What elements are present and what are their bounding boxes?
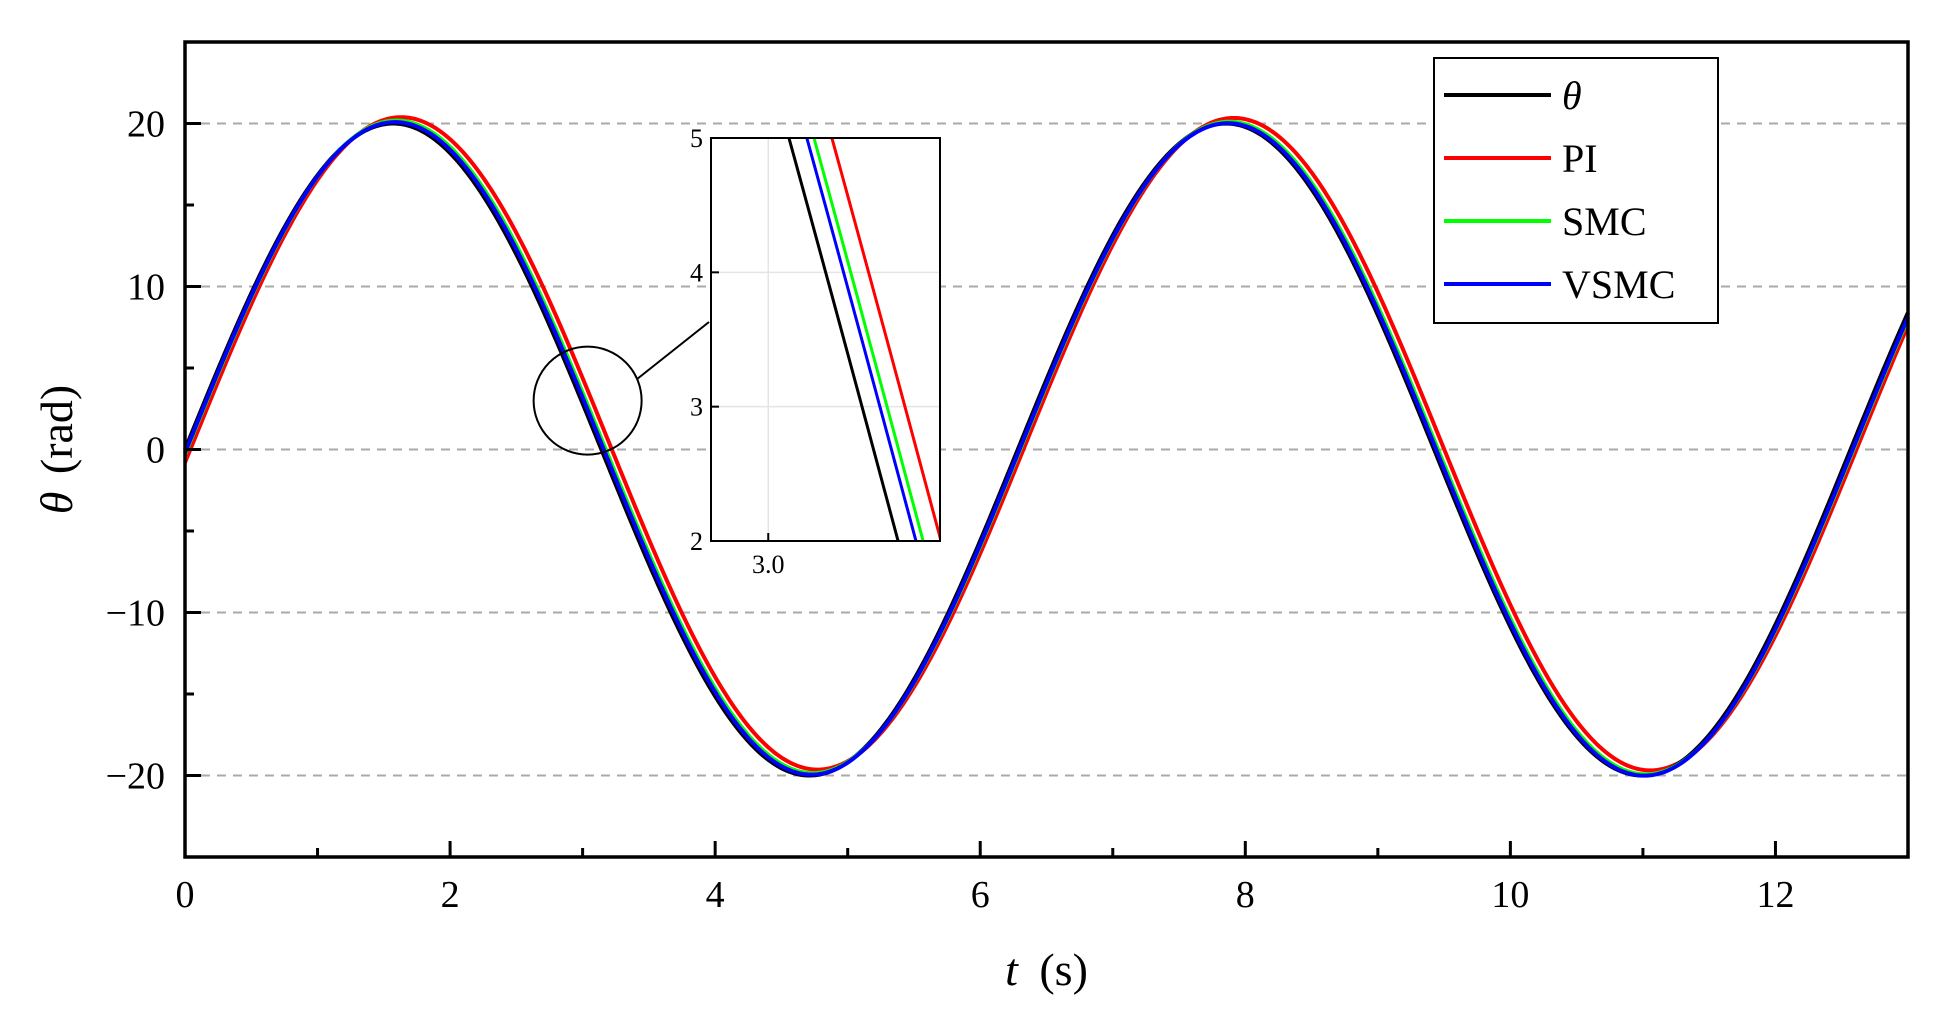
x-axis-unit: (s) bbox=[1039, 944, 1088, 995]
y-axis-label: θ (rad) bbox=[31, 385, 82, 514]
zoom-indicator bbox=[532, 321, 710, 456]
x-tick-label: 2 bbox=[441, 874, 460, 916]
inset-series bbox=[787, 138, 940, 541]
x-axis-label: t (s) bbox=[1005, 944, 1088, 995]
x-tick-label: 4 bbox=[706, 874, 725, 916]
inset-zoom-chart: 3.0 2 3 4 5 bbox=[690, 124, 941, 579]
y-axis-unit: (rad) bbox=[31, 385, 82, 474]
inset-frame bbox=[710, 137, 941, 542]
y-tick-label: 10 bbox=[127, 267, 165, 309]
legend-label: SMC bbox=[1562, 199, 1647, 244]
x-tick-label: 10 bbox=[1491, 874, 1529, 916]
inset-y-tick-label: 4 bbox=[690, 258, 703, 287]
inset-series-line-0 bbox=[787, 138, 900, 541]
legend: θ PI SMC VSMC bbox=[1433, 57, 1719, 324]
x-tick-label: 6 bbox=[971, 874, 990, 916]
inset-series-line-2 bbox=[812, 138, 925, 541]
series-line-3 bbox=[183, 120, 1910, 778]
inset-series-line-3 bbox=[805, 138, 918, 541]
inset-series-line-1 bbox=[830, 138, 940, 541]
legend-label: PI bbox=[1562, 136, 1598, 181]
axis-ticks: 0 2 4 6 8 10 12 −20 −10 0 10 20 bbox=[106, 104, 1795, 917]
x-tick-label: 0 bbox=[176, 874, 195, 916]
series-lines bbox=[183, 115, 1910, 778]
x-tick-label: 8 bbox=[1236, 874, 1255, 916]
y-tick-label: −20 bbox=[106, 756, 165, 798]
y-tick-label: 20 bbox=[127, 104, 165, 146]
inset-y-tick-label: 5 bbox=[690, 124, 703, 153]
inset-x-tick-label: 3.0 bbox=[752, 550, 785, 579]
y-tick-label: 0 bbox=[146, 430, 165, 472]
zoom-connector bbox=[636, 321, 710, 380]
legend-label: θ bbox=[1562, 73, 1582, 118]
inset-y-tick-label: 2 bbox=[690, 527, 703, 556]
y-tick-label: −10 bbox=[106, 593, 165, 635]
x-axis-variable: t bbox=[1005, 944, 1019, 995]
legend-box bbox=[1433, 57, 1719, 324]
series-line-1 bbox=[183, 115, 1910, 773]
legend-label: VSMC bbox=[1562, 262, 1675, 307]
inset-y-tick-label: 3 bbox=[690, 393, 703, 422]
y-axis-variable: θ bbox=[31, 492, 82, 515]
zoom-circle bbox=[532, 345, 643, 456]
x-tick-label: 12 bbox=[1756, 874, 1794, 916]
